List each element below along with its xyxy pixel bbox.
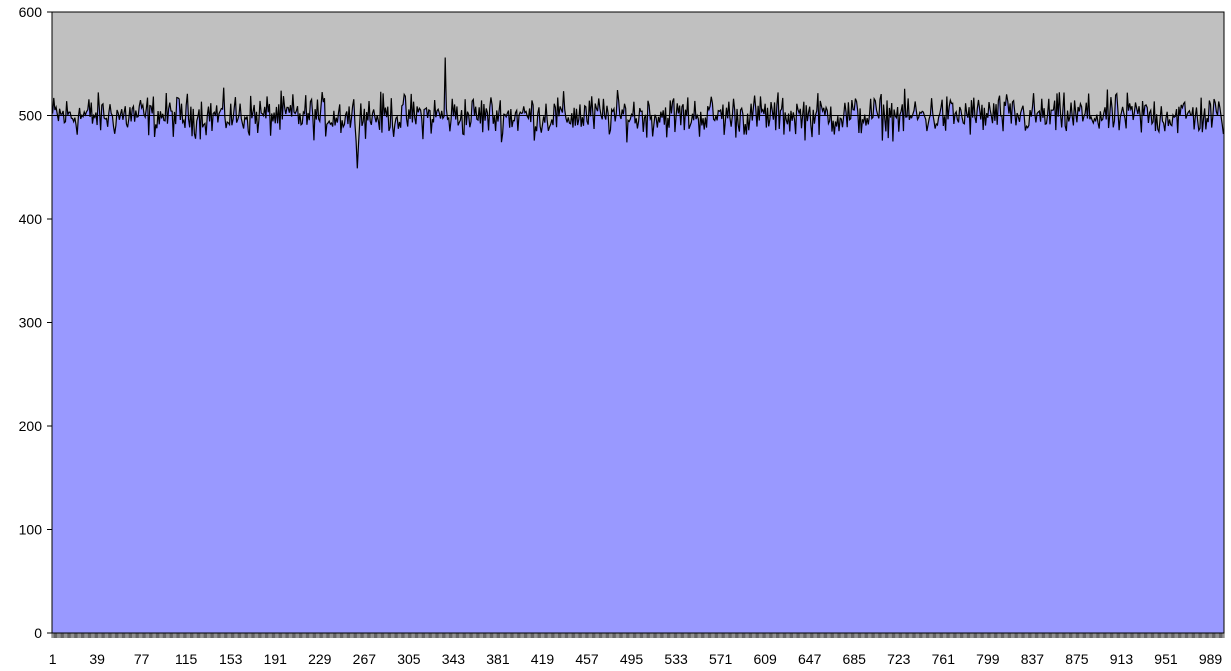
x-tick-label: 457 [575, 651, 599, 667]
x-tick-label: 229 [308, 651, 332, 667]
y-tick-label: 600 [19, 4, 43, 20]
y-axis: 0 100 200 300 400 500 600 [19, 4, 52, 641]
x-tick-label: 305 [397, 651, 421, 667]
x-tick-label: 115 [175, 651, 198, 667]
x-tick-label: 761 [932, 651, 956, 667]
y-tick-label: 200 [19, 418, 43, 434]
y-tick-label: 300 [19, 315, 43, 331]
x-tick-label: 1 [49, 651, 57, 667]
y-tick-label: 400 [19, 211, 43, 227]
x-tick-label: 837 [1021, 651, 1045, 667]
x-tick-label: 533 [664, 651, 688, 667]
x-tick-label: 989 [1199, 651, 1223, 667]
x-tick-label: 153 [219, 651, 243, 667]
x-ticks [51, 633, 1225, 638]
x-tick-label: 685 [843, 651, 867, 667]
x-tick-label: 191 [264, 651, 288, 667]
x-tick-label: 875 [1065, 651, 1089, 667]
x-axis: 1 39 77 115 153 191 229 267 305 343 381 419 457 495 53… [49, 633, 1225, 667]
x-tick-label: 419 [531, 651, 555, 667]
x-tick-label: 647 [798, 651, 822, 667]
x-tick-label: 343 [442, 651, 466, 667]
y-tick-label: 0 [34, 625, 42, 641]
x-tick-label: 381 [486, 651, 510, 667]
series-line [51, 57, 1225, 169]
x-tick-label: 39 [89, 651, 105, 667]
x-tick-label: 77 [134, 651, 150, 667]
x-tick-label: 799 [976, 651, 1000, 667]
x-tick-label: 609 [753, 651, 777, 667]
y-tick-label: 500 [19, 108, 43, 124]
y-tick-label: 100 [19, 522, 43, 538]
x-tick-label: 571 [709, 651, 733, 667]
x-tick-label: 951 [1154, 651, 1178, 667]
x-tick-label: 723 [887, 651, 911, 667]
x-tick-label: 913 [1110, 651, 1134, 667]
x-tick-label: 495 [620, 651, 644, 667]
x-tick-label: 267 [353, 651, 377, 667]
series-area [52, 57, 1224, 634]
